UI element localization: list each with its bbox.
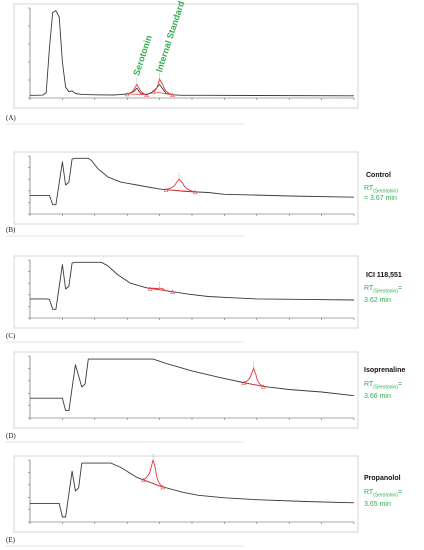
panel-d-frame [13,351,359,429]
panel-d-title: Isoprenaline [364,367,406,374]
peak-label-internal-standard: Internal Standard [154,0,186,73]
rt-subscript: (Serotonin) [373,188,398,195]
panel-a-letter: (A) [6,114,16,122]
panel-c-peak-baseline [149,287,173,293]
panel-b-trace [30,157,355,206]
panel-a-peak-baseline [153,91,173,96]
panel-e-trace [30,462,355,518]
panel-a-peak-baseline [127,93,147,96]
rt-suffix: = [397,285,403,292]
rt-suffix: = [397,489,403,496]
panel-d-trace [30,358,355,412]
panel-d-baseline-marker [241,380,247,385]
panel-e-baseline-marker [140,477,146,483]
panel-c-letter: (C) [6,332,16,340]
peak-label-serotonin: Serotonin [131,34,153,77]
rt-suffix: = [397,381,403,388]
rt-subscript: (Serotonin) [373,492,398,499]
rt-subscript: (Serotonin) [373,288,398,295]
panel-d-rt-line1: RT(Serotonin)= [364,380,402,392]
panel-b-rt-line1: RT(Serotonin) [364,184,398,196]
panel-b-letter: (B) [6,226,16,234]
panel-e-peak-baseline [143,479,163,488]
panel-b-frame [13,151,359,225]
panel-e-baseline-marker [160,484,166,490]
panel-b-baseline-marker [163,187,169,192]
panel-a-peak [127,83,147,96]
rt-prefix: RT [364,381,374,388]
panel-a-baseline-marker [144,92,150,98]
panel-d-rt-line2: 3.66 min [364,393,391,400]
panel-b-baseline-marker [192,189,198,195]
panel-b-title: Control [366,172,391,179]
panel-a-baseline-marker [170,92,175,98]
panel-a-peak [152,78,173,96]
panel-a-frame [13,3,359,109]
panel-c-rt-line1: RT(Serotonin)= [364,284,402,296]
panel-e-peak [143,459,164,488]
panel-d-peak-baseline [243,382,264,387]
panel-c-frame [13,255,359,329]
panel-b-peak [165,178,196,193]
panel-e-rt-line1: RT(Serotonin)= [364,488,402,500]
panel-b-peak-baseline [166,189,196,193]
rt-subscript: (Serotonin) [373,384,398,391]
panel-c-title: ICI 118,551 [366,272,402,279]
panel-d-letter: (D) [6,432,16,440]
panel-b-rt-line2: = 3.67 min [364,195,397,202]
panel-a-trace [30,10,355,97]
panel-e-title: Propanolol [364,475,401,482]
panel-e-letter: (E) [6,536,16,544]
rt-prefix: RT [364,185,374,192]
panel-a-baseline-marker [150,89,156,94]
panel-c-baseline-marker [170,289,175,294]
rt-prefix: RT [364,489,374,496]
rt-prefix: RT [364,285,374,292]
panel-c-rt-line2: 3.62 min [364,297,391,304]
panel-c-baseline-marker [147,286,153,291]
panel-d-peak [243,367,264,387]
panel-c-trace [30,261,355,310]
panel-e-frame [13,455,359,533]
panel-e-rt-line2: 3.65 min [364,501,391,508]
panel-d-baseline-marker [260,384,266,389]
panel-a-baseline-marker [124,91,130,97]
